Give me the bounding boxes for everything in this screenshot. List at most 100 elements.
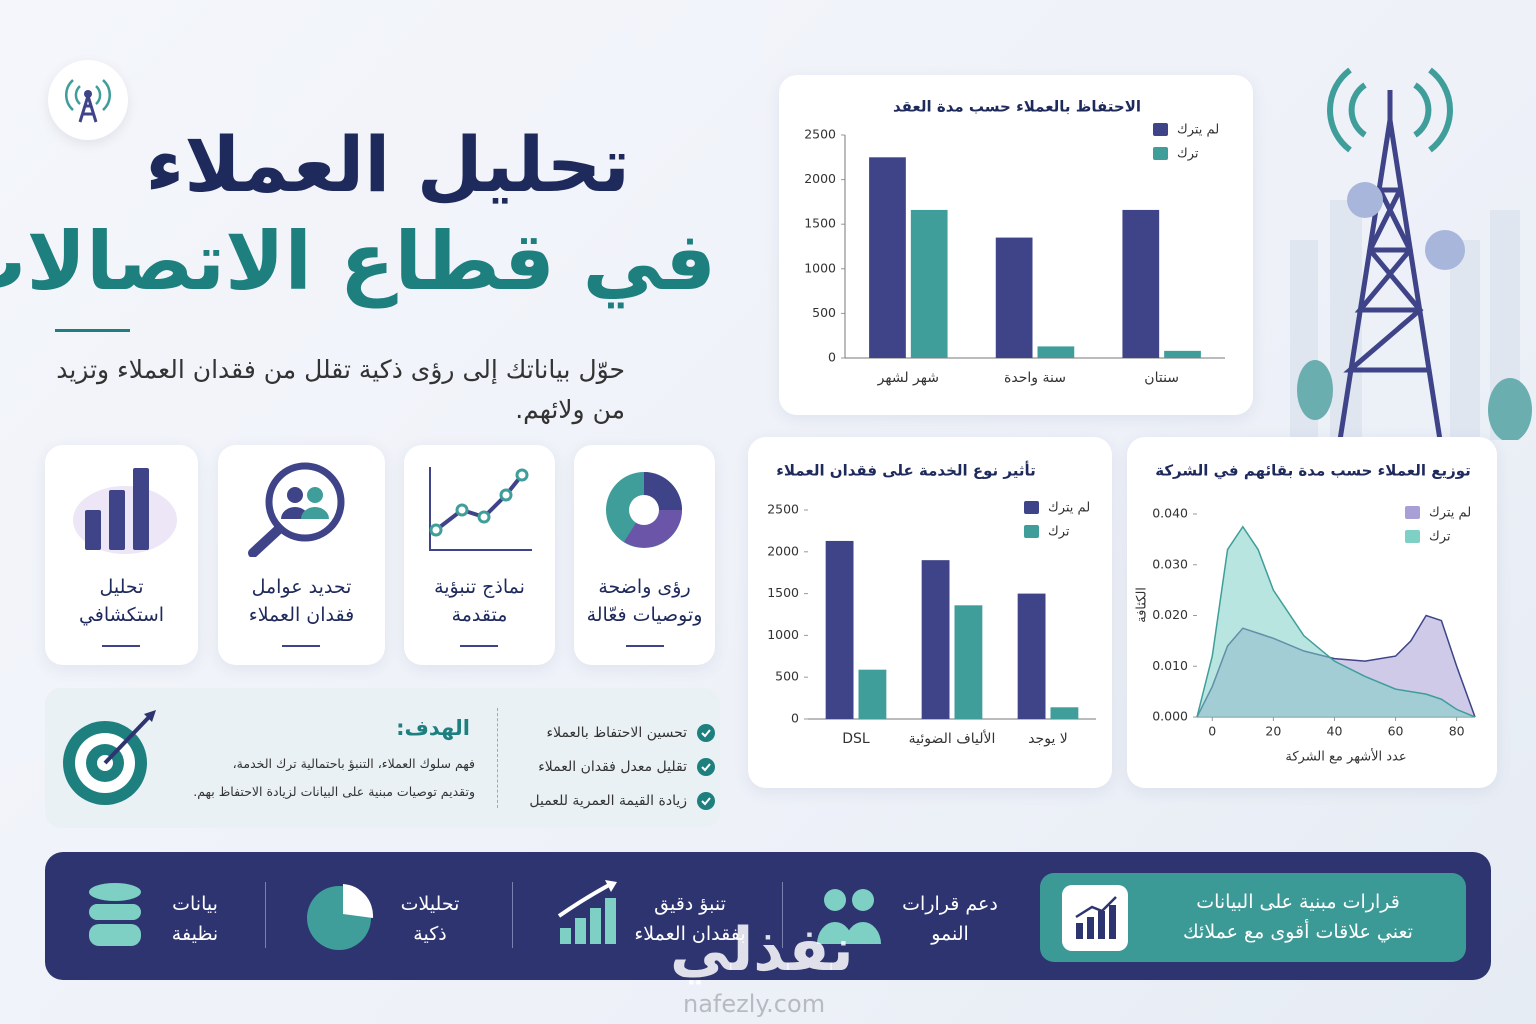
x-tick-label: شهر لشهر bbox=[877, 370, 939, 386]
y-tick-label: 0.020 bbox=[1152, 607, 1188, 622]
y-tick-label: 2500 bbox=[804, 127, 836, 142]
y-tick-label: 0 bbox=[791, 711, 799, 726]
goal-line: وتقديم توصيات مبنية على البيانات لزيادة … bbox=[193, 784, 475, 799]
x-tick-label: 60 bbox=[1388, 724, 1404, 739]
check-text: زيادة القيمة العمرية للعميل bbox=[529, 793, 687, 809]
footer-item: تنبؤ دقيق بفقدان العملاء bbox=[615, 889, 765, 949]
card-line: استكشافي bbox=[78, 604, 165, 626]
chart-title: توزيع العملاء حسب مدة بقائهم في الشركة bbox=[1155, 462, 1471, 480]
footer-line: بفقدان العملاء bbox=[634, 923, 746, 945]
divider bbox=[55, 329, 130, 332]
y-tick-label: 0.010 bbox=[1152, 658, 1188, 673]
footer-icon bbox=[817, 889, 881, 944]
chart-title: تأثير نوع الخدمة على فقدان العملاء bbox=[776, 461, 1036, 480]
chart: تأثير نوع الخدمة على فقدان العملاء 0 500 10… bbox=[767, 461, 1096, 747]
title-line-1: تحليل العملاء bbox=[145, 120, 630, 209]
x-tick-label: 0 bbox=[1208, 724, 1216, 739]
check-item: زيادة القيمة العمرية للعميل bbox=[515, 784, 715, 818]
area-line bbox=[1196, 525, 1476, 718]
feature-card: تحديد عوامل فقدان العملاء bbox=[218, 445, 385, 665]
legend-label: ترك bbox=[1429, 530, 1451, 545]
card-text: رؤى واضحة وتوصيات فعّالة bbox=[574, 573, 715, 629]
card-line: فقدان العملاء bbox=[248, 604, 355, 626]
card-line: رؤى واضحة bbox=[598, 576, 691, 598]
card-text: تحليل استكشافي bbox=[45, 573, 198, 629]
chart-card: تأثير نوع الخدمة على فقدان العملاء 0 500 10… bbox=[748, 437, 1112, 788]
highlight-text: قرارات مبنية على البيانات تعني علاقات أقو… bbox=[1140, 887, 1456, 947]
y-tick-label: 1000 bbox=[804, 260, 836, 275]
x-tick-label: DSL bbox=[842, 731, 870, 747]
area-fill bbox=[1197, 526, 1475, 717]
legend-label: ترك bbox=[1048, 525, 1070, 540]
check-icon bbox=[697, 724, 715, 742]
checklist: تحسين الاحتفاظ بالعملاء تقليل معدل فقدان… bbox=[515, 716, 715, 818]
logo-icon bbox=[64, 79, 112, 123]
goal-box: الهدف: فهم سلوك العملاء، التنبؤ باحتمالي… bbox=[45, 688, 720, 828]
y-tick-label: 2500 bbox=[767, 502, 799, 517]
bar bbox=[1164, 350, 1201, 358]
card-icon bbox=[248, 462, 345, 557]
target-icon bbox=[63, 710, 156, 805]
card-line: تحليل bbox=[99, 576, 144, 598]
watermark: نفذلي bbox=[670, 915, 854, 985]
check-icon bbox=[697, 792, 715, 810]
card-line: وتوصيات فعّالة bbox=[586, 604, 703, 626]
y-axis-label: الكثافة bbox=[1135, 587, 1150, 623]
footer-highlight: قرارات مبنية على البيانات تعني علاقات أقو… bbox=[1040, 873, 1466, 962]
y-tick-label: 1000 bbox=[767, 627, 799, 642]
feature-card: نماذج تنبؤية متقدمة bbox=[404, 445, 555, 665]
subtitle: حوّل بياناتك إلى رؤى ذكية تقلل من فقدان … bbox=[56, 355, 625, 424]
goal-text: فهم سلوك العملاء، التنبؤ باحتمالية ترك ا… bbox=[193, 750, 475, 806]
check-text: تقليل معدل فقدان العملاء bbox=[538, 759, 687, 775]
legend-swatch bbox=[1024, 501, 1039, 514]
logo bbox=[48, 60, 128, 140]
card-line: متقدمة bbox=[451, 604, 508, 626]
goal-line: فهم سلوك العملاء، التنبؤ باحتمالية ترك ا… bbox=[232, 756, 475, 771]
highlight-icon bbox=[1062, 885, 1128, 951]
legend-swatch bbox=[1405, 506, 1420, 519]
footer-line: دعم قرارات bbox=[902, 893, 998, 915]
footer-item: بيانات نظيفة bbox=[145, 889, 245, 949]
goal-title: الهدف: bbox=[396, 716, 470, 740]
bar bbox=[858, 669, 887, 719]
highlight-line: قرارات مبنية على البيانات bbox=[1196, 891, 1400, 913]
y-tick-label: 2000 bbox=[804, 171, 836, 186]
footer-line: بيانات bbox=[172, 893, 218, 915]
footer-item: دعم قرارات النمو bbox=[880, 889, 1020, 949]
footer-line: تنبؤ دقيق bbox=[654, 893, 726, 915]
card-text: نماذج تنبؤية متقدمة bbox=[404, 573, 555, 629]
separator bbox=[497, 708, 499, 808]
card-text: تحديد عوامل فقدان العملاء bbox=[218, 573, 385, 629]
title-line-2: في قطاع الاتصالات bbox=[0, 215, 716, 308]
x-tick-label: لا يوجد bbox=[1028, 731, 1068, 747]
card-underline bbox=[102, 645, 140, 647]
check-item: تحسين الاحتفاظ بالعملاء bbox=[515, 716, 715, 750]
y-tick-label: 0.030 bbox=[1152, 556, 1188, 571]
y-tick-label: 0 bbox=[828, 350, 836, 365]
legend-label: لم يترك bbox=[1177, 123, 1219, 138]
legend-swatch bbox=[1153, 147, 1168, 160]
bar bbox=[1017, 593, 1046, 719]
legend-label: لم يترك bbox=[1048, 501, 1090, 516]
chart-title: الاحتفاظ بالعملاء حسب مدة العقد bbox=[893, 98, 1141, 116]
watermark-url: nafezly.com bbox=[683, 990, 826, 1018]
chart-card: توزيع العملاء حسب مدة بقائهم في الشركة 0.… bbox=[1127, 437, 1497, 788]
legend-swatch bbox=[1405, 530, 1420, 543]
legend-label: ترك bbox=[1177, 147, 1199, 162]
feature-card: تحليل استكشافي bbox=[45, 445, 198, 665]
x-tick-label: 40 bbox=[1327, 724, 1343, 739]
x-tick-label: 20 bbox=[1265, 724, 1281, 739]
card-line: نماذج تنبؤية bbox=[434, 576, 525, 598]
card-underline bbox=[626, 645, 664, 647]
card-icon bbox=[606, 472, 682, 548]
footer-item: تحليلات ذكية bbox=[375, 889, 485, 949]
bar bbox=[1037, 346, 1075, 358]
highlight-line: تعني علاقات أقوى مع عملائك bbox=[1183, 921, 1413, 943]
separator bbox=[512, 882, 513, 948]
card-line: تحديد عوامل bbox=[251, 576, 352, 598]
check-text: تحسين الاحتفاظ بالعملاء bbox=[546, 725, 687, 741]
x-tick-label: 80 bbox=[1449, 724, 1465, 739]
